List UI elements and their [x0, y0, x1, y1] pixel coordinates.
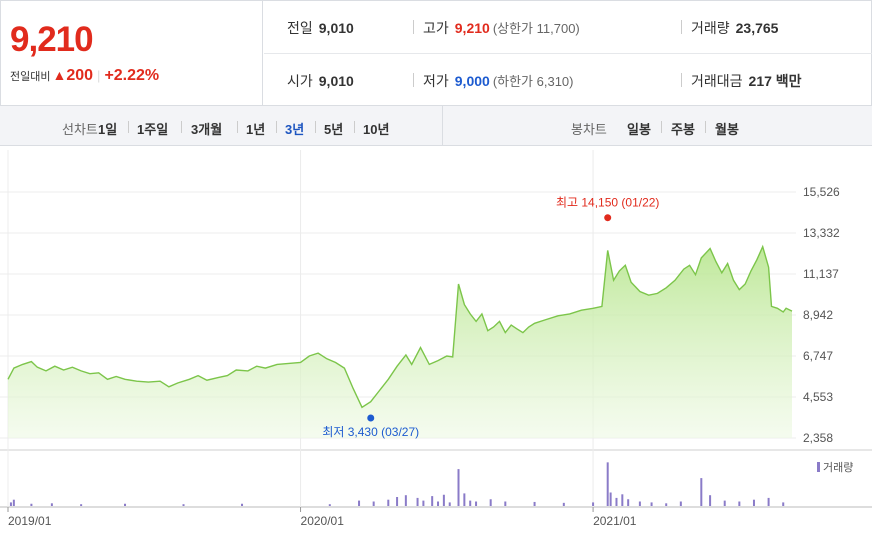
volume-bar	[709, 495, 712, 506]
prev-close-stat: 전일 9,010	[287, 20, 354, 36]
current-price: 9,210	[10, 20, 94, 59]
y-tick-label: 6,747	[803, 349, 833, 363]
volume-bar	[469, 500, 472, 506]
range-10y[interactable]: 10년	[363, 122, 390, 137]
price-area	[8, 246, 792, 438]
volume-bar	[9, 502, 12, 506]
candle-daily[interactable]: 일봉	[627, 122, 651, 137]
current-price-cell: 9,210 전일대비 ▲200 | +2.22%	[1, 1, 263, 105]
volume-bar	[621, 494, 624, 506]
max-label: 최고 14,150 (01/22)	[556, 196, 659, 210]
range-3m[interactable]: 3개월	[191, 122, 223, 137]
volume-bar	[700, 478, 703, 506]
min-point	[367, 414, 375, 422]
volume-bar	[562, 502, 565, 506]
volume-legend-label: 거래량	[823, 461, 853, 474]
volume-bar	[30, 503, 33, 506]
volume-bar	[372, 501, 375, 506]
line-chart-title: 선차트	[62, 122, 98, 137]
volume-bar	[431, 496, 434, 506]
low-stat: 저가 9,000 (하한가 6,310)	[423, 73, 574, 89]
volume-bar	[463, 493, 466, 506]
volume-bar	[442, 494, 445, 506]
volume-bar	[606, 462, 609, 506]
y-tick-label: 13,332	[803, 226, 840, 240]
x-tick-label: 2019/01	[8, 514, 52, 528]
range-1w[interactable]: 1주일	[137, 122, 169, 137]
triangle-up-icon: ▲	[52, 67, 67, 83]
price-chart: 15,526 13,332 11,137 8,942 6,747 4,553 2,358 최…	[0, 150, 872, 528]
volume-bar	[404, 495, 407, 506]
volume-stat: 거래량 23,765	[691, 20, 779, 36]
candle-monthly[interactable]: 월봉	[715, 122, 739, 137]
range-1d[interactable]: 1일	[98, 122, 118, 137]
quote-panel: 9,210 전일대비 ▲200 | +2.22% 전일 9,010 고가 9,210 (상한…	[0, 0, 872, 106]
y-tick-label: 11,137	[803, 267, 839, 281]
price-line	[7, 244, 793, 409]
change-amount: 200	[66, 67, 94, 84]
x-tick-label: 2020/01	[301, 514, 345, 528]
change-divider: |	[97, 68, 101, 83]
volume-bar	[533, 501, 536, 506]
range-3y[interactable]: 3년	[285, 122, 305, 137]
volume-bar	[723, 500, 726, 506]
volume-bar	[241, 503, 244, 506]
volume-bar	[124, 503, 127, 506]
volume-bar	[182, 504, 185, 506]
volume-bar	[638, 501, 641, 506]
open-stat: 시가 9,010	[287, 73, 354, 89]
volume-bar	[679, 501, 682, 506]
volume-bar	[448, 502, 451, 506]
max-point	[604, 214, 612, 222]
y-tick-label: 8,942	[803, 308, 833, 322]
volume-bar	[615, 497, 618, 506]
volume-bar	[650, 502, 653, 506]
volume-bar	[358, 500, 361, 506]
volume-bar	[12, 499, 15, 506]
volume-bar	[396, 497, 399, 506]
x-tick-label: 2021/01	[593, 514, 637, 528]
candle-chart-title: 봉차트	[571, 122, 607, 137]
volume-bar	[416, 497, 419, 506]
change-label: 전일대비	[10, 71, 51, 83]
volume-bar	[387, 499, 390, 506]
change-percent: +2.22%	[104, 67, 160, 84]
volume-bar	[738, 501, 741, 506]
range-5y[interactable]: 5년	[324, 122, 344, 137]
volume-bar	[328, 504, 331, 506]
volume-legend-swatch	[817, 462, 820, 472]
y-tick-label: 4,553	[803, 390, 833, 404]
min-label: 최저 3,430 (03/27)	[322, 425, 419, 439]
volume-bar	[767, 497, 770, 506]
volume-bar	[422, 500, 425, 506]
volume-bar	[609, 492, 612, 506]
chart-range-bar: 선차트 1일 1주일 3개월 1년 3년 5년 10년 봉차트 일봉 주봉 월봉	[0, 106, 872, 146]
volume-bar	[592, 502, 595, 506]
volume-bar	[504, 501, 507, 506]
y-tick-label: 15,526	[803, 185, 840, 199]
volume-bar	[457, 469, 460, 506]
range-1y[interactable]: 1년	[246, 122, 266, 137]
volume-bar	[437, 501, 440, 506]
volume-bar	[752, 499, 755, 506]
volume-bar	[50, 503, 53, 506]
volume-bar	[80, 504, 83, 506]
trade-amount-stat: 거래대금 217 백만	[691, 73, 802, 89]
volume-bar	[782, 502, 785, 506]
y-tick-label: 2,358	[803, 431, 833, 445]
volume-bar	[475, 501, 478, 506]
volume-bar	[489, 499, 492, 506]
high-stat: 고가 9,210 (상한가 11,700)	[423, 20, 580, 36]
volume-bar	[665, 503, 668, 506]
price-change: 전일대비 ▲200 | +2.22%	[10, 67, 159, 85]
candle-weekly[interactable]: 주봉	[671, 122, 695, 137]
volume-bar	[627, 499, 630, 506]
